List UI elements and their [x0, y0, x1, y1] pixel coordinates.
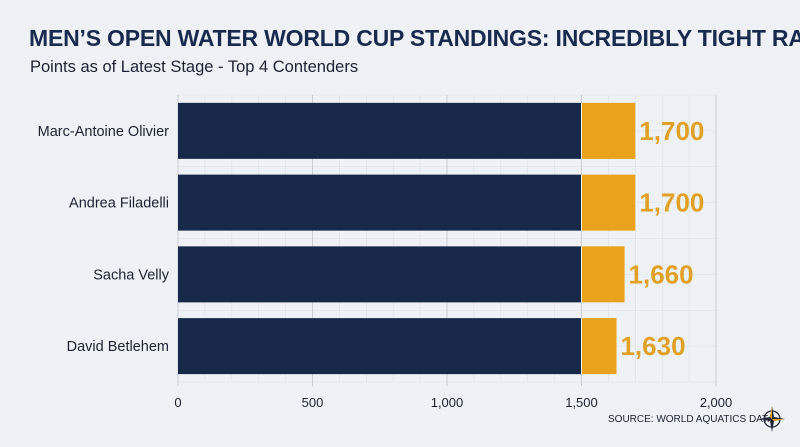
chart-title: MEN’S OPEN WATER WORLD CUP STANDINGS: IN… [29, 25, 800, 51]
bar-highlight [581, 246, 625, 303]
bar-base [178, 246, 582, 303]
value-label: 1,660 [629, 259, 694, 289]
category-label: Andrea Filadelli [69, 196, 169, 212]
category-label: Sacha Velly [93, 267, 170, 283]
value-label: 1,700 [639, 188, 704, 218]
value-label: 1,630 [620, 331, 685, 361]
bar-base [178, 102, 582, 159]
bar-base [178, 174, 582, 231]
x-tick-label: 2,000 [700, 395, 733, 410]
compass-icon [759, 406, 785, 432]
x-tick-label: 0 [174, 395, 181, 410]
category-label: David Betlehem [67, 339, 169, 355]
bar-highlight [581, 102, 636, 159]
value-label: 1,700 [639, 116, 704, 146]
bar-base [178, 318, 582, 375]
chart-subtitle: Points as of Latest Stage - Top 4 Conten… [30, 58, 359, 76]
x-tick-label: 1,000 [431, 395, 464, 410]
bar-highlight [581, 174, 636, 231]
x-tick-label: 1,500 [565, 395, 598, 410]
source-note: SOURCE: WORLD AQUATICS DATA [608, 414, 775, 425]
x-tick-label: 500 [302, 395, 324, 410]
category-label: Marc-Antoine Olivier [38, 124, 170, 140]
bar-highlight [581, 318, 617, 375]
